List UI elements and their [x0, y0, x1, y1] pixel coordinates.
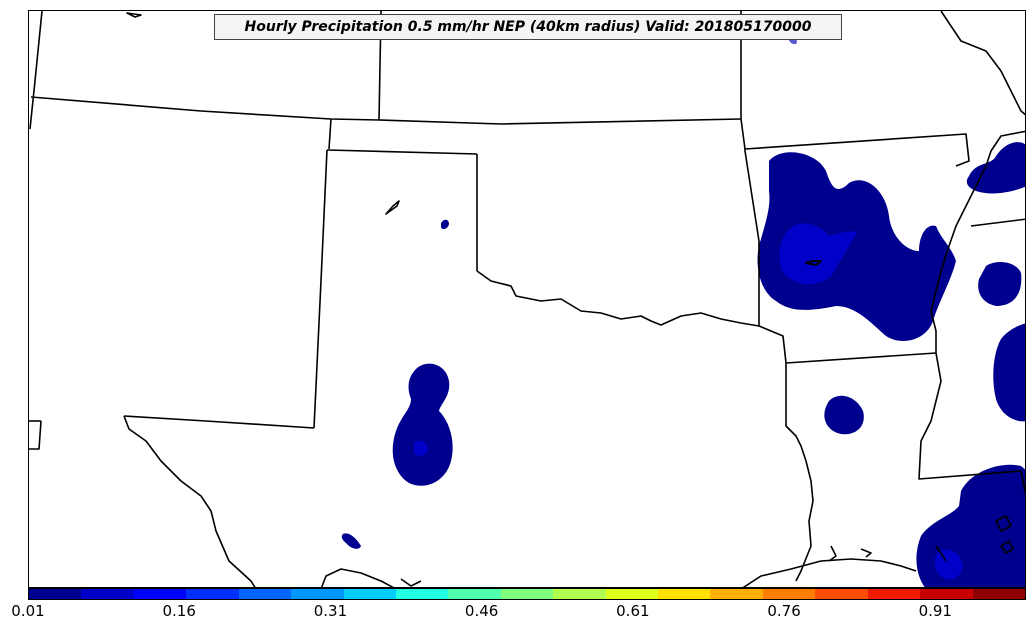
precip-area-mississippi-mid: [978, 261, 1022, 306]
colorbar-segment: [29, 589, 82, 599]
precip-area-arkansas-core: [779, 223, 857, 285]
colorbar-tick-label: 0.76: [767, 602, 801, 620]
colorbar-segment: [605, 589, 659, 599]
colorbar: [28, 588, 1026, 600]
colorbar-segment: [343, 589, 396, 599]
colorbar-segment: [920, 589, 973, 599]
colorbar-segment: [448, 589, 501, 599]
precip-fills: [341, 31, 1025, 587]
colorbar-segment: [867, 589, 921, 599]
precip-speck-kansas: [441, 219, 449, 230]
map-panel: [28, 10, 1026, 588]
colorbar-segment: [395, 589, 449, 599]
precip-area-west-texas-core: [414, 440, 428, 456]
colorbar-tick-label: 0.61: [616, 602, 650, 620]
colorbar-segment: [658, 589, 711, 599]
colorbar-segment: [500, 589, 554, 599]
state-boundaries: [29, 11, 1025, 587]
colorbar-segment: [238, 589, 292, 599]
precip-area-mississippi-north: [966, 142, 1025, 194]
colorbar-tick-label: 0.46: [464, 602, 499, 620]
colorbar-tick-label: 0.01: [11, 602, 45, 620]
colorbar-tick-label: 0.16: [162, 602, 196, 620]
precip-area-gulf-core: [934, 549, 963, 580]
colorbar-segment: [972, 589, 1026, 599]
precip-area-mississippi-south: [993, 323, 1025, 422]
colorbar-segment: [81, 589, 134, 599]
colorbar-tick-label: 0.31: [313, 602, 348, 620]
colorbar-segment: [710, 589, 763, 599]
colorbar-ticks: 0.01 0.16 0.31 0.46 0.61 0.76 0.91: [0, 600, 1036, 630]
precip-speck-south-texas: [341, 533, 361, 549]
colorbar-segment: [133, 589, 187, 599]
colorbar-tick-label: 0.91: [918, 602, 952, 620]
precip-area-west-texas: [392, 363, 453, 486]
precip-area-arkansas: [757, 152, 956, 341]
colorbar-segment: [762, 589, 816, 599]
precip-area-louisiana: [824, 395, 864, 435]
colorbar-segment: [186, 589, 239, 599]
colorbar-segment: [553, 589, 606, 599]
colorbar-segment: [815, 589, 868, 599]
colorbar-segment: [291, 589, 344, 599]
map-title: Hourly Precipitation 0.5 mm/hr NEP (40km…: [214, 14, 842, 40]
